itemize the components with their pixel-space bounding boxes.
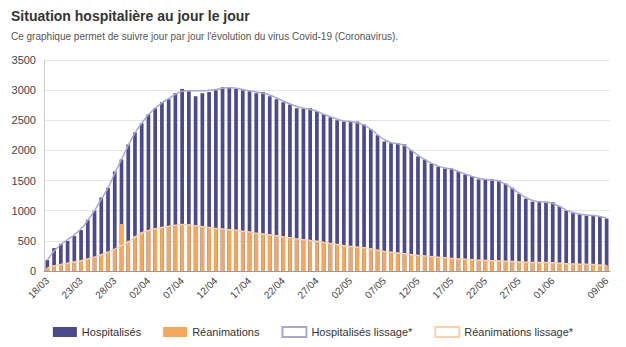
svg-text:02/05: 02/05 (329, 275, 355, 301)
svg-text:02/04: 02/04 (127, 275, 153, 301)
svg-text:12/04: 12/04 (194, 275, 220, 301)
svg-text:18/03: 18/03 (26, 275, 52, 301)
svg-text:22/04: 22/04 (262, 275, 288, 301)
svg-text:2000: 2000 (12, 144, 36, 156)
svg-text:17/04: 17/04 (228, 275, 254, 301)
svg-text:23/03: 23/03 (59, 275, 85, 301)
svg-text:3500: 3500 (12, 54, 36, 66)
svg-text:27/05: 27/05 (497, 275, 523, 301)
svg-text:22/05: 22/05 (464, 275, 490, 301)
svg-text:17/05: 17/05 (430, 275, 456, 301)
svg-text:1000: 1000 (12, 205, 36, 217)
svg-text:Ce graphique permet de suivre: Ce graphique permet de suivre jour par j… (11, 31, 398, 42)
svg-text:0: 0 (30, 265, 36, 277)
svg-text:27/04: 27/04 (295, 275, 321, 301)
svg-text:07/04: 07/04 (161, 275, 187, 301)
svg-text:500: 500 (18, 235, 36, 247)
svg-text:2500: 2500 (12, 114, 36, 126)
svg-text:Réanimations: Réanimations (192, 326, 260, 338)
svg-text:01/06: 01/06 (531, 275, 557, 301)
svg-text:1500: 1500 (12, 175, 36, 187)
svg-text:Situation hospitalière au jour: Situation hospitalière au jour le jour (11, 8, 250, 24)
svg-text:Hospitalisés: Hospitalisés (82, 326, 142, 338)
svg-text:Hospitalisés lissage*: Hospitalisés lissage* (311, 326, 413, 338)
svg-text:07/05: 07/05 (363, 275, 389, 301)
svg-text:12/05: 12/05 (396, 275, 422, 301)
svg-text:3000: 3000 (12, 84, 36, 96)
svg-text:09/06: 09/06 (585, 275, 611, 301)
svg-text:Réanimations lissage*: Réanimations lissage* (464, 326, 574, 338)
svg-text:28/03: 28/03 (93, 275, 119, 301)
